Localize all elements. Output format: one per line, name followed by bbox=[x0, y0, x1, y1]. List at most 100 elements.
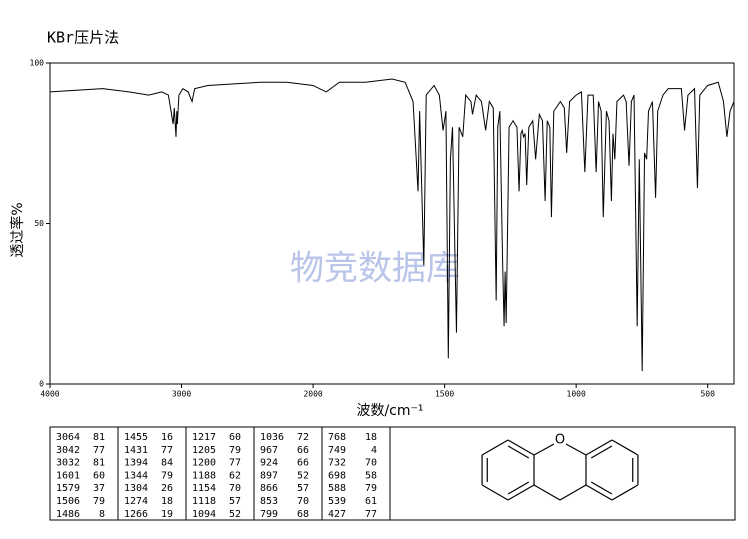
bond bbox=[507, 484, 535, 501]
x-tick-label: 1500 bbox=[435, 390, 454, 399]
wavenumber-cell: 698 bbox=[328, 470, 346, 481]
bond bbox=[611, 439, 639, 456]
chart-title: KBr压片法 bbox=[47, 29, 119, 47]
x-tick-label: 2000 bbox=[303, 390, 322, 399]
spectrum-line bbox=[49, 78, 735, 372]
y-tick-label: 50 bbox=[34, 219, 44, 228]
transmittance-cell: 81 bbox=[93, 432, 105, 443]
wavenumber-cell: 1217 bbox=[192, 432, 216, 443]
wavenumber-cell: 1154 bbox=[192, 483, 216, 494]
transmittance-cell: 77 bbox=[93, 445, 105, 456]
transmittance-cell: 66 bbox=[297, 445, 309, 456]
wavenumber-cell: 967 bbox=[260, 445, 278, 456]
transmittance-cell: 60 bbox=[229, 432, 241, 443]
transmittance-cell: 77 bbox=[229, 458, 241, 469]
bond bbox=[481, 484, 509, 501]
transmittance-cell: 70 bbox=[365, 458, 377, 469]
double-bond bbox=[507, 445, 530, 459]
transmittance-cell: 52 bbox=[297, 470, 309, 481]
wavenumber-cell: 1344 bbox=[124, 470, 148, 481]
bond bbox=[585, 439, 613, 456]
transmittance-cell: 57 bbox=[229, 496, 241, 507]
transmittance-cell: 79 bbox=[93, 496, 105, 507]
transmittance-cell: 70 bbox=[297, 496, 309, 507]
transmittance-cell: 61 bbox=[365, 496, 377, 507]
wavenumber-cell: 1431 bbox=[124, 445, 148, 456]
x-tick-label: 4000 bbox=[40, 390, 59, 399]
wavenumber-cell: 1118 bbox=[192, 496, 216, 507]
bond bbox=[559, 484, 587, 501]
transmittance-cell: 58 bbox=[365, 470, 377, 481]
bond bbox=[565, 443, 587, 456]
wavenumber-cell: 3032 bbox=[56, 458, 80, 469]
transmittance-cell: 4 bbox=[371, 445, 377, 456]
bond bbox=[533, 484, 561, 501]
transmittance-cell: 37 bbox=[93, 483, 105, 494]
transmittance-cell: 66 bbox=[297, 458, 309, 469]
transmittance-cell: 81 bbox=[93, 458, 105, 469]
transmittance-cell: 57 bbox=[297, 483, 309, 494]
wavenumber-cell: 1266 bbox=[124, 509, 148, 520]
transmittance-cell: 18 bbox=[365, 432, 377, 443]
transmittance-cell: 72 bbox=[297, 432, 309, 443]
wavenumber-cell: 3042 bbox=[56, 445, 80, 456]
transmittance-cell: 8 bbox=[99, 509, 105, 520]
wavenumber-cell: 924 bbox=[260, 458, 278, 469]
x-axis-label: 波数/cm⁻¹ bbox=[356, 403, 423, 419]
wavenumber-cell: 1274 bbox=[124, 496, 148, 507]
watermark: 物竞数据库 bbox=[290, 249, 460, 289]
transmittance-cell: 77 bbox=[161, 445, 173, 456]
transmittance-cell: 79 bbox=[161, 470, 173, 481]
double-bond bbox=[507, 481, 530, 495]
bond bbox=[585, 484, 613, 501]
wavenumber-cell: 1200 bbox=[192, 458, 216, 469]
x-tick-label: 1000 bbox=[567, 390, 586, 399]
y-tick-label: 0 bbox=[39, 380, 44, 389]
x-tick-label: 500 bbox=[700, 390, 715, 399]
wavenumber-cell: 732 bbox=[328, 458, 346, 469]
transmittance-cell: 60 bbox=[93, 470, 105, 481]
bond bbox=[507, 439, 535, 456]
wavenumber-cell: 1036 bbox=[260, 432, 284, 443]
wavenumber-cell: 897 bbox=[260, 470, 278, 481]
wavenumber-cell: 1486 bbox=[56, 509, 80, 520]
wavenumber-cell: 1506 bbox=[56, 496, 80, 507]
wavenumber-cell: 1188 bbox=[192, 470, 216, 481]
transmittance-cell: 16 bbox=[161, 432, 173, 443]
transmittance-cell: 70 bbox=[229, 483, 241, 494]
double-bond bbox=[590, 481, 613, 495]
double-bond bbox=[590, 445, 613, 459]
transmittance-cell: 77 bbox=[365, 509, 377, 520]
bond bbox=[533, 443, 555, 456]
transmittance-cell: 84 bbox=[161, 458, 173, 469]
oxygen-atom: O bbox=[555, 433, 565, 448]
transmittance-cell: 19 bbox=[161, 509, 173, 520]
wavenumber-cell: 799 bbox=[260, 509, 278, 520]
transmittance-cell: 18 bbox=[161, 496, 173, 507]
wavenumber-cell: 1455 bbox=[124, 432, 148, 443]
transmittance-cell: 79 bbox=[229, 445, 241, 456]
wavenumber-cell: 1094 bbox=[192, 509, 216, 520]
transmittance-cell: 62 bbox=[229, 470, 241, 481]
bond bbox=[481, 439, 509, 456]
wavenumber-cell: 853 bbox=[260, 496, 278, 507]
wavenumber-cell: 588 bbox=[328, 483, 346, 494]
wavenumber-cell: 1394 bbox=[124, 458, 148, 469]
y-axis-label: 透过率% bbox=[9, 202, 26, 257]
wavenumber-cell: 1205 bbox=[192, 445, 216, 456]
bond bbox=[611, 484, 639, 501]
transmittance-cell: 79 bbox=[365, 483, 377, 494]
table-frame bbox=[49, 426, 736, 521]
wavenumber-cell: 768 bbox=[328, 432, 346, 443]
transmittance-cell: 68 bbox=[297, 509, 309, 520]
wavenumber-cell: 427 bbox=[328, 509, 346, 520]
transmittance-cell: 26 bbox=[161, 483, 173, 494]
wavenumber-cell: 539 bbox=[328, 496, 346, 507]
wavenumber-cell: 1579 bbox=[56, 483, 80, 494]
wavenumber-cell: 749 bbox=[328, 445, 346, 456]
wavenumber-cell: 3064 bbox=[56, 432, 80, 443]
wavenumber-cell: 866 bbox=[260, 483, 278, 494]
x-tick-label: 3000 bbox=[172, 390, 191, 399]
transmittance-cell: 52 bbox=[229, 509, 241, 520]
